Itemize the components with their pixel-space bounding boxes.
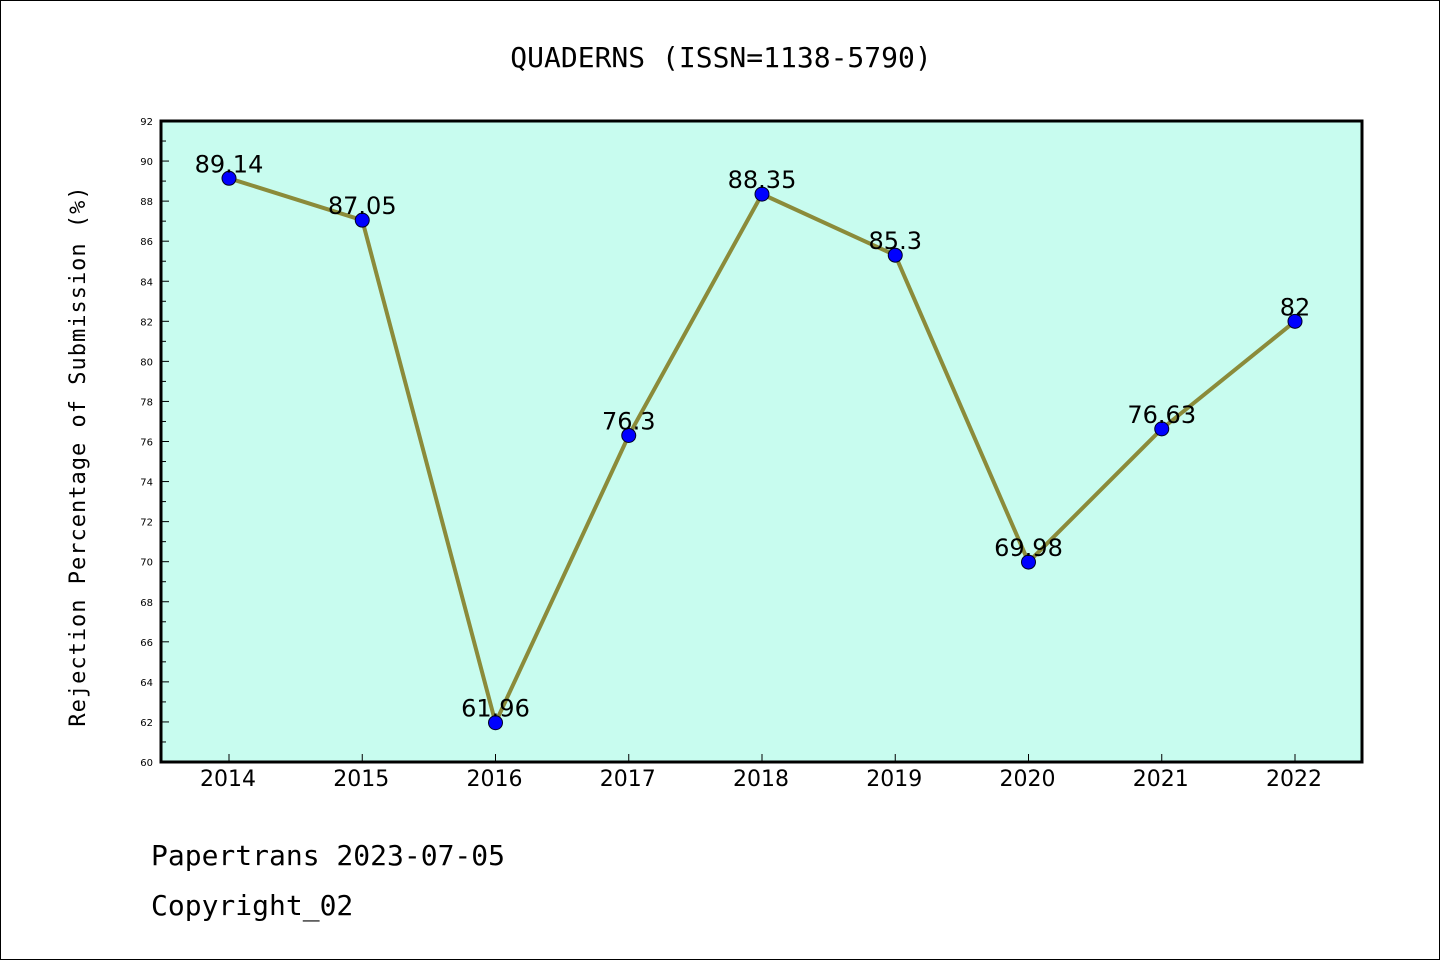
y-tick-label: 72 (140, 518, 153, 529)
data-label: 61.96 (461, 695, 530, 723)
y-tick-label: 90 (140, 157, 153, 168)
y-tick-label: 88 (140, 197, 153, 208)
y-tick-label: 60 (140, 758, 153, 769)
y-tick-label: 82 (140, 317, 153, 328)
x-tick-label: 2019 (866, 767, 922, 792)
data-label: 88.35 (728, 166, 797, 194)
x-tick-label: 2015 (333, 767, 389, 792)
data-point (221, 170, 237, 186)
x-axis: 2014 2015 2016 2017 2018 2019 2020 2021 2022 (200, 754, 1322, 792)
plot-area (161, 121, 1362, 762)
data-label: 76.3 (602, 407, 655, 435)
data-point (887, 247, 903, 263)
y-tick-label: 70 (140, 558, 153, 569)
y-tick-label: 66 (140, 638, 153, 649)
x-tick-label: 2017 (600, 767, 656, 792)
data-label: 69.98 (994, 534, 1063, 562)
y-tick-label: 84 (140, 277, 153, 288)
data-label: 87.05 (328, 192, 397, 220)
x-tick-label: 2021 (1133, 767, 1189, 792)
plot-border (159, 119, 1364, 764)
x-tick-label: 2022 (1266, 767, 1322, 792)
data-point (354, 212, 370, 228)
data-point (621, 427, 637, 443)
y-tick-label: 64 (140, 678, 153, 689)
data-label: 85.3 (869, 227, 922, 255)
data-label: 89.14 (195, 150, 264, 178)
data-point (1021, 554, 1036, 570)
chart-title: QUADERNS (ISSN=1138-5790) (510, 41, 931, 74)
data-point (488, 715, 503, 731)
y-tick-label: 68 (140, 598, 153, 609)
x-tick-label: 2018 (733, 767, 789, 792)
data-point (754, 186, 770, 202)
y-axis-label: Rejection Percentage of Submission (%) (66, 185, 91, 726)
x-tick-label: 2014 (200, 767, 256, 792)
data-label: 82 (1280, 293, 1311, 321)
y-tick-label: 74 (140, 478, 153, 489)
y-tick-label: 78 (140, 397, 153, 408)
series-layer: 89.14 87.05 61.96 76.3 88.35 85.3 69.98 76.63 82 (195, 150, 1311, 731)
data-label: 76.63 (1127, 401, 1196, 429)
y-tick-label: 80 (140, 357, 153, 368)
x-tick-label: 2020 (1000, 767, 1056, 792)
footer-copyright: Copyright_02 (151, 889, 353, 923)
y-tick-label: 62 (140, 718, 153, 729)
y-tick-label: 92 (140, 117, 153, 128)
footer-papertrans: Papertrans 2023-07-05 (151, 839, 505, 872)
y-tick-label: 86 (140, 237, 153, 248)
data-point (1154, 421, 1170, 437)
x-tick-label: 2016 (467, 767, 523, 792)
data-point (1287, 313, 1303, 329)
y-tick-label: 76 (140, 438, 153, 449)
y-axis: 60 62 64 66 68 70 72 74 76 78 80 82 84 86 88 90 92 (140, 117, 169, 769)
